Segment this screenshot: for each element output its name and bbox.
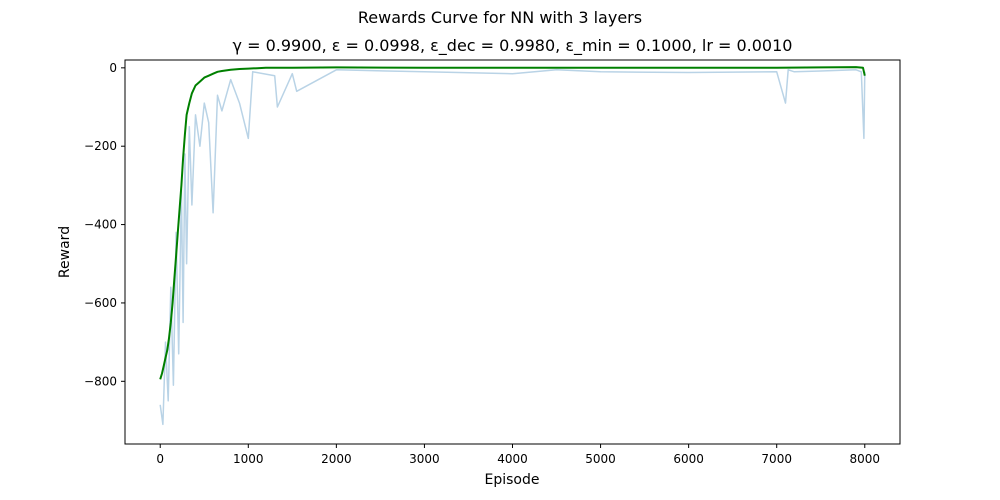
x-tick-label: 8000 — [849, 452, 880, 466]
y-tick-label: −600 — [84, 296, 117, 310]
chart-subtitle: γ = 0.9900, ε = 0.0998, ε_dec = 0.9980, … — [232, 36, 793, 55]
x-tick-label: 0 — [156, 452, 164, 466]
series-line-2 — [159, 66, 866, 380]
plot-frame — [124, 59, 901, 445]
series-line-1 — [159, 69, 866, 426]
chart-suptitle: Rewards Curve for NN with 3 layers — [357, 8, 643, 27]
x-axis-label: Episode — [485, 472, 540, 488]
x-tick-label: 4000 — [497, 452, 528, 466]
x-tick-label: 7000 — [761, 452, 792, 466]
x-tick-label: 5000 — [585, 452, 616, 466]
y-tick-label: 0 — [109, 61, 117, 75]
y-tick-label: −800 — [84, 374, 117, 388]
x-tick-label: 6000 — [673, 452, 704, 466]
x-tick-label: 2000 — [321, 452, 352, 466]
x-tick-label: 1000 — [233, 452, 264, 466]
y-tick-label: −200 — [84, 139, 117, 153]
x-axis-ticks: 0 1000 2000 3000 4000 5000 6000 7000 8000 — [156, 444, 880, 466]
series-layer — [159, 66, 866, 426]
x-tick-label: 3000 — [409, 452, 440, 466]
y-tick-label: −400 — [84, 218, 117, 232]
y-axis-label: Reward — [57, 226, 73, 278]
y-axis-ticks: 0 −200 −400 −600 −800 — [84, 61, 125, 388]
